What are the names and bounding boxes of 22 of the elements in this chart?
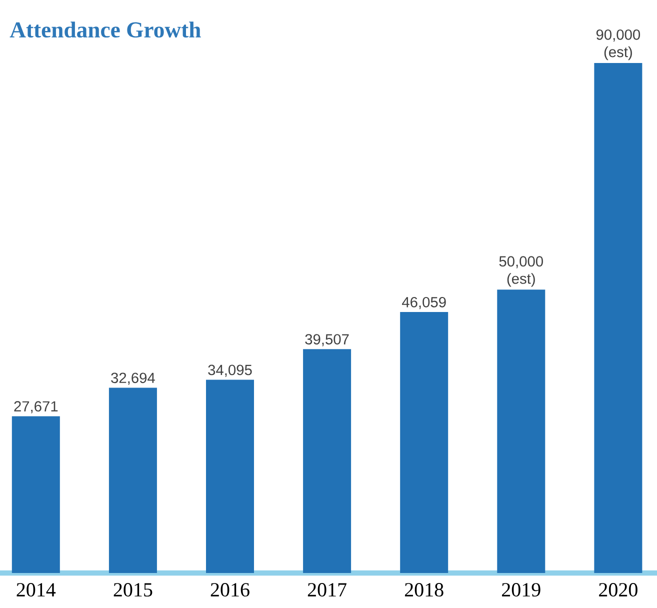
x-tick-label: 2017	[308, 583, 346, 597]
data-label: 32,694	[111, 372, 155, 385]
x-tick-label: 2018	[404, 583, 444, 597]
x-tick-label: 2014	[16, 583, 56, 597]
bar	[400, 312, 448, 573]
bar	[303, 349, 352, 573]
x-tick-label: 2016	[210, 583, 250, 597]
data-label: 50,000 (est)	[499, 256, 543, 287]
chart-title: Attendance Growth	[10, 22, 201, 38]
bar	[206, 380, 254, 573]
x-tick-label: 2015	[114, 583, 152, 597]
x-tick-label: 2019	[502, 583, 540, 597]
data-label: 34,095	[208, 364, 252, 377]
data-label: 39,507	[305, 334, 349, 346]
data-label: 46,059	[402, 296, 446, 310]
x-tick-label: 2020	[599, 583, 638, 597]
data-label: 27,671	[14, 401, 58, 414]
bar	[12, 416, 60, 573]
data-label: 90,000 (est)	[596, 29, 640, 60]
bar	[108, 388, 157, 573]
bar	[594, 63, 642, 573]
bar	[497, 290, 546, 573]
